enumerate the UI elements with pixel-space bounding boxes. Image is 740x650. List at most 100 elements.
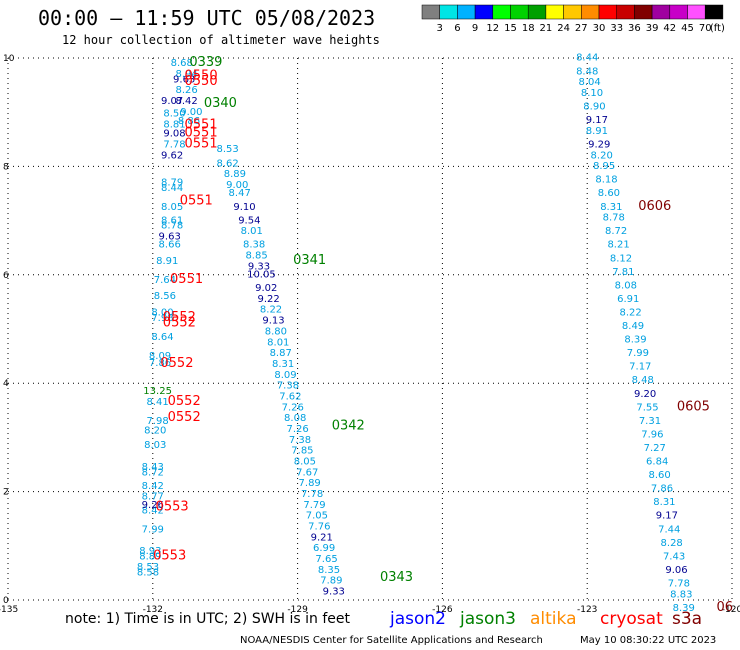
wave-height-value: 8.12	[610, 253, 632, 264]
wave-height-value: 6.91	[617, 294, 639, 305]
wave-height-value: 8.01	[241, 226, 263, 237]
wave-height-value: 9.33	[323, 587, 345, 598]
wave-height-value: 9.06	[665, 565, 687, 576]
wave-height-value: 8.08	[284, 413, 306, 424]
wave-height-value: 8.61	[161, 215, 183, 226]
wave-height-value: 9.54	[238, 215, 260, 226]
wave-height-value: 9.63	[159, 232, 181, 243]
time-label: 0551	[185, 126, 218, 141]
wave-height-value: 8.41	[146, 397, 168, 408]
wave-height-value: 8.47	[229, 188, 251, 199]
wave-height-value: 7.78	[668, 578, 690, 589]
y-tick-label: 8	[3, 162, 9, 172]
wave-height-value: 8.87	[270, 348, 292, 359]
wave-height-value: 8.03	[144, 440, 166, 451]
wave-height-value: 7.27	[644, 443, 666, 454]
wave-height-value: 7.89	[320, 576, 342, 587]
wave-height-value: 9.29	[588, 139, 610, 150]
wave-height-value: 8.95	[593, 161, 615, 172]
x-tick-label: -123	[577, 605, 597, 615]
wave-height-value: 9.00	[180, 107, 202, 118]
wave-height-value: 8.43	[142, 462, 164, 473]
wave-height-value: 8.77	[142, 492, 164, 503]
wave-height-value: 7.67	[296, 467, 318, 478]
wave-height-value: 7.99	[142, 524, 164, 535]
wave-height-value: 9.10	[233, 202, 255, 213]
wave-height-value: 8.80	[265, 326, 287, 337]
wave-height-value: 7.38	[277, 381, 299, 392]
track-s3a-east: 8.448.488.048.108.909.178.919.298.208.95…	[576, 53, 695, 614]
wave-height-value: 8.50	[163, 109, 185, 120]
wave-height-value: 8.00	[151, 307, 173, 318]
time-label: 0552	[160, 356, 193, 371]
wave-height-value: 7.81	[612, 267, 634, 278]
time-labels: 0339055005500340055105510551055103410551…	[153, 55, 733, 615]
scale-label: 12	[486, 23, 499, 34]
wave-height-value: 8.78	[603, 213, 625, 224]
x-tick-label: -126	[432, 605, 453, 615]
wave-height-value: 8.10	[581, 88, 603, 99]
wave-height-value: 8.68	[171, 58, 193, 69]
wave-height-value: 8.48	[632, 375, 654, 386]
wave-height-value: 8.60	[598, 188, 620, 199]
time-label: 0552	[168, 394, 201, 409]
wave-height-value: 7.86	[149, 358, 171, 369]
wave-height-value: 7.98	[151, 313, 173, 324]
wave-height-value: 9.17	[656, 511, 678, 522]
wave-height-value: 8.42	[175, 96, 197, 107]
wave-height-value: 8.42	[142, 505, 164, 516]
scale-label: 39	[646, 23, 659, 34]
scale-label: 36	[628, 23, 641, 34]
scale-label: 45	[681, 23, 694, 34]
wave-height-value: 9.20	[634, 389, 656, 400]
time-label: 0343	[380, 570, 413, 585]
scale-label: 21	[540, 23, 553, 34]
wave-height-value: 8.39	[624, 335, 646, 346]
wave-height-value: 8.85	[245, 251, 267, 262]
wave-height-value: 8.18	[595, 175, 617, 186]
wave-height-value: 9.08	[163, 129, 185, 140]
wave-height-value: 8.91	[156, 256, 178, 267]
color-scale-legend: 3 6 9 12 15 18 21 24 27 30 33 36 39 42 45 70(ft)	[421, 4, 725, 34]
time-label: 0551	[185, 136, 218, 151]
wave-height-value: 8.89	[224, 169, 246, 180]
legend-cryosat: cryosat	[600, 609, 663, 629]
x-tick-label: -135	[0, 605, 18, 615]
scale-label: 70	[699, 23, 712, 34]
wave-height-value: 8.22	[260, 305, 282, 316]
wave-height-value: 7.17	[629, 362, 651, 373]
wave-height-value: 8.91	[586, 126, 608, 137]
wave-height-value: 6.84	[646, 457, 668, 468]
legend-altika: altika	[530, 609, 577, 629]
wave-height-value: 9.26	[142, 500, 164, 511]
wave-height-value: 8.83	[670, 589, 692, 600]
time-label: 0552	[163, 315, 196, 330]
wave-height-value: 7.99	[627, 348, 649, 359]
scale-label: 6	[454, 23, 460, 34]
wave-height-value: 7.05	[306, 511, 328, 522]
wave-height-value: 7.96	[641, 429, 663, 440]
wave-height-value: 9.17	[586, 115, 608, 126]
wave-height-value: 8.44	[576, 53, 598, 64]
wave-height-value: 7.43	[663, 551, 685, 562]
x-tick-label: -120	[722, 605, 740, 615]
wave-height-value: 8.48	[576, 66, 598, 77]
scale-label: 9	[472, 23, 478, 34]
time-label: 0550	[185, 74, 218, 89]
credit-line: NOAA/NESDIS Center for Satellite Applica…	[240, 635, 543, 646]
wave-height-value: 9.13	[262, 316, 284, 327]
y-tick-label: 0	[3, 596, 9, 606]
wave-height-value: 8.05	[161, 202, 183, 213]
wave-height-value: 8.01	[267, 337, 289, 348]
wave-height-value: 8.66	[159, 240, 181, 251]
wave-height-value: 8.05	[294, 457, 316, 468]
wave-height-value: 8.64	[151, 332, 173, 343]
time-label: 0551	[170, 272, 203, 287]
wave-height-value: 7.78	[163, 139, 185, 150]
wave-height-value: 8.53	[137, 562, 159, 573]
wave-height-value: 9.02	[255, 283, 277, 294]
time-label: 0341	[293, 253, 326, 268]
wave-height-value: 7.78	[301, 489, 323, 500]
time-label: 0553	[153, 548, 186, 563]
wave-height-value: 7.64	[154, 275, 176, 286]
